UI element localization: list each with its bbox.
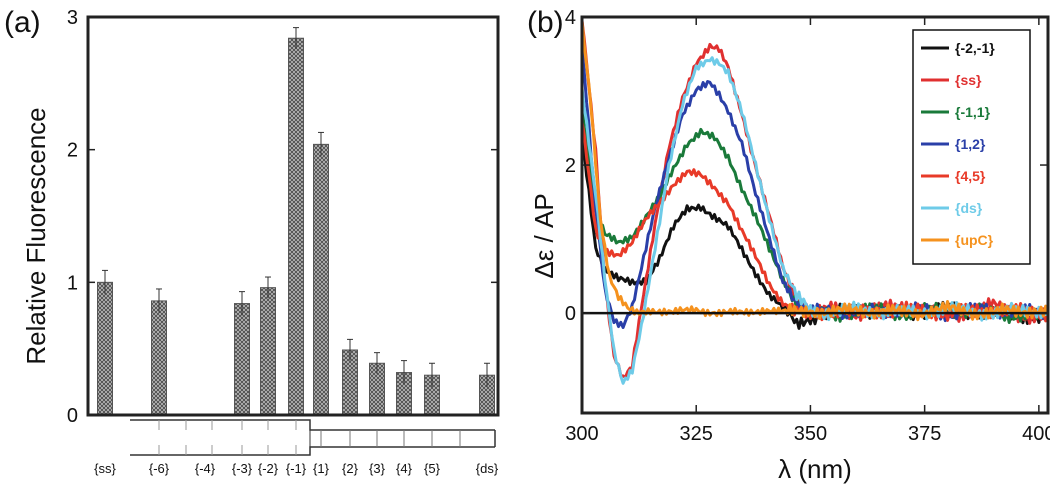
panel-a-category-label: {-1} (286, 461, 307, 476)
panel-b-series-lines (580, 20, 1050, 385)
panel-a-category-labels: {ss} {-6} {-4} {-3} {-2} {-1} {1} {2} {3} {4} {5} {… (94, 461, 499, 476)
panel-a-bar (97, 281, 113, 416)
panel-a-strand-diagram (130, 419, 496, 456)
panel-b-legend-label: {ds} (955, 200, 983, 216)
panel-a-bottom-strand (130, 446, 495, 456)
panel-a-category-label: {2} (342, 461, 359, 476)
panel-b-legend-label: {ss} (955, 72, 982, 88)
panel-a-category-label: {4} (396, 461, 413, 476)
panel-b-xlabel: λ (nm) (778, 454, 852, 484)
panel-a-bar (234, 303, 250, 416)
panel-b-xtick-label: 400 (1022, 423, 1050, 445)
panel-b-xtick-label: 375 (908, 423, 941, 445)
panel-b-ytick-label: 0 (565, 303, 576, 325)
panel-a-category-label: {-2} (258, 461, 279, 476)
panel-b-legend-label: {-2,-1} (955, 40, 995, 56)
panel-a-ytick-label: 0 (67, 405, 78, 427)
panel-a-bar (260, 287, 276, 416)
panel-a-label: (a) (4, 6, 41, 39)
panel-a-y-ticks: 0 1 2 3 (67, 7, 498, 427)
panel-b-ytick-label: 2 (565, 155, 576, 177)
panel-b-xtick-label: 300 (565, 423, 598, 445)
panel-b-ytick-label: 4 (565, 7, 576, 29)
panel-a-bar (288, 37, 304, 416)
panel-a-category-label: {ds} (476, 461, 499, 476)
panel-a-category-label: {-4} (195, 461, 216, 476)
panel-b-legend-box (912, 29, 1031, 265)
panel-b-line-chart: (b) Δε / AP λ (nm) 300 325 350 375 400 0 2 4 {-… (527, 6, 1050, 484)
panel-b-frame (580, 15, 1050, 415)
panel-a-bar (151, 300, 167, 416)
panel-a-category-label: {1} (313, 461, 330, 476)
panel-b-legend-label: {4,5} (955, 168, 986, 184)
panel-a-category-label: {5} (424, 461, 441, 476)
panel-b-xtick-label: 325 (680, 423, 713, 445)
panel-b-legend-label: {-1,1} (955, 104, 991, 120)
panel-b-series-line (580, 21, 1050, 322)
panel-a-ytick-label: 2 (67, 140, 78, 162)
panel-b-ticks: 300 325 350 375 400 0 2 4 (565, 7, 1050, 445)
panel-a-category-label: {-3} (232, 461, 253, 476)
panel-a-frame (86, 15, 500, 417)
panel-b-legend: {-2,-1} {ss} {-1,1} {1,2} {4,5} {ds} {upC} (912, 29, 1031, 265)
panel-a-category-label: {ss} (94, 461, 116, 476)
panel-a-category-label: {-6} (149, 461, 170, 476)
panel-a-top-strand (130, 419, 495, 431)
panel-b-legend-label: {1,2} (955, 136, 986, 152)
panel-a-bar (313, 143, 329, 416)
panel-a-ytick-label: 3 (67, 7, 78, 29)
panel-a-ytick-label: 1 (67, 272, 78, 294)
panel-b-xtick-label: 350 (794, 423, 827, 445)
panel-b-ylabel: Δε / AP (529, 193, 559, 278)
panel-a-ylabel: Relative Fluorescence (21, 107, 51, 364)
panel-a-category-label: {3} (369, 461, 386, 476)
panel-b-label: (b) (527, 6, 564, 39)
panel-b-legend-label: {upC} (955, 232, 994, 248)
panel-a-bars (97, 27, 495, 416)
